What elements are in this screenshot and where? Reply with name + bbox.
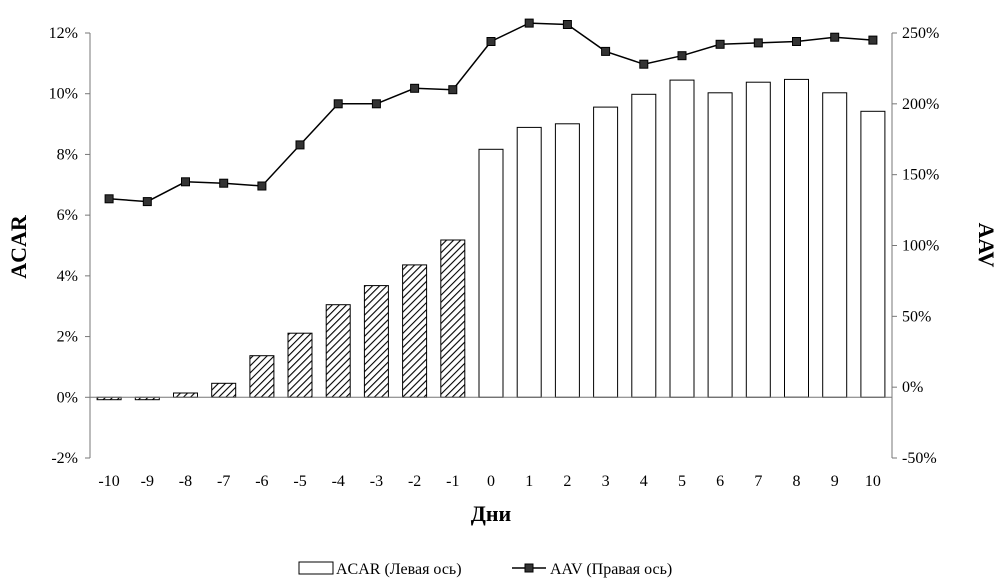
axes — [85, 32, 897, 459]
x-tick-label: -4 — [332, 473, 345, 490]
y-axis-left-title: ACAR — [6, 214, 31, 279]
aav-point — [104, 194, 114, 204]
x-tick-label: 4 — [640, 473, 648, 490]
aav-point — [181, 177, 190, 187]
acar-bar — [249, 355, 275, 398]
y-left-tick-label: 6% — [57, 207, 78, 224]
x-tick-label: 9 — [831, 473, 839, 490]
y-left-tick-label: -2% — [51, 450, 78, 467]
tick-labels: -2% 0% 2% 4% 6% 8% 10% 12% -50% 0% 50% 100% 150% 200%… — [49, 25, 940, 490]
x-tick-label: -1 — [446, 473, 459, 490]
legend-acar-label: ACAR (Левая ось) — [336, 561, 462, 578]
x-tick-label: 7 — [754, 473, 762, 490]
x-tick-label: 8 — [793, 473, 801, 490]
x-tick-label: -3 — [370, 473, 383, 490]
aav-point — [601, 46, 611, 56]
acar-bar — [363, 285, 389, 398]
y-left-tick-label: 10% — [49, 86, 78, 103]
aav-point — [410, 83, 420, 93]
acar-bar — [554, 123, 580, 398]
x-tick-label: -10 — [98, 473, 119, 490]
acar-bar — [478, 148, 504, 398]
acar-bar — [402, 264, 428, 398]
legend-aav-marker — [524, 563, 534, 573]
legend-aav-label: AAV (Правая ось) — [550, 561, 672, 578]
aav-point — [257, 181, 267, 191]
x-axis-title: Дни — [471, 501, 512, 526]
y-right-tick-label: 200% — [902, 96, 939, 113]
x-tick-label: -7 — [217, 473, 230, 490]
acar-bar — [860, 110, 886, 398]
aav-point — [677, 51, 687, 61]
y-left-tick-label: 8% — [57, 146, 78, 163]
x-tick-label: 5 — [678, 473, 686, 490]
acar-bar — [287, 332, 313, 398]
x-tick-label: 6 — [716, 473, 724, 490]
acar-bar — [593, 106, 619, 398]
x-tick-label: 0 — [487, 473, 495, 490]
aav-point — [142, 197, 152, 207]
x-tick-label: -9 — [141, 473, 154, 490]
acar-bars — [96, 78, 886, 401]
aav-point — [562, 20, 572, 29]
aav-point — [753, 38, 763, 48]
aav-point — [792, 37, 801, 46]
x-tick-label: 3 — [602, 473, 610, 490]
aav-point — [333, 99, 343, 109]
aav-point — [868, 35, 878, 45]
aav-point — [448, 85, 458, 95]
y-left-tick-label: 4% — [57, 268, 78, 285]
acar-bar — [173, 392, 198, 398]
x-tick-label: 10 — [865, 473, 881, 490]
legend: ACAR (Левая ось) AAV (Правая ось) — [298, 561, 672, 578]
y-right-tick-label: 250% — [902, 25, 939, 42]
y-right-tick-label: 100% — [902, 238, 939, 255]
aav-point — [486, 37, 496, 46]
y-right-tick-label: 0% — [902, 379, 923, 396]
aav-point — [295, 140, 305, 150]
y-right-tick-label: 150% — [902, 167, 939, 184]
acar-bar — [440, 239, 466, 398]
aav-point — [524, 18, 534, 28]
acar-bar — [631, 93, 657, 398]
y-left-tick-label: 2% — [57, 329, 78, 346]
acar-bar — [211, 382, 237, 398]
acar-bar — [669, 79, 695, 398]
x-tick-label: -2 — [408, 473, 421, 490]
acar-bar — [822, 92, 848, 398]
x-tick-label: -8 — [179, 473, 192, 490]
acar-bar — [325, 304, 351, 398]
acar-bar — [745, 81, 771, 398]
x-tick-label: 1 — [525, 473, 533, 490]
aav-point — [219, 178, 229, 188]
y-right-tick-label: -50% — [902, 450, 937, 467]
y-left-tick-label: 0% — [57, 389, 78, 406]
y-right-tick-label: 50% — [902, 308, 931, 325]
aav-point — [371, 99, 381, 109]
y-axis-right-title: AAV — [974, 223, 999, 268]
acar-bar — [784, 78, 809, 398]
aav-point — [715, 39, 725, 49]
aav-line-series — [104, 18, 878, 207]
x-tick-label: -5 — [293, 473, 306, 490]
x-tick-label: -6 — [255, 473, 268, 490]
y-left-tick-label: 12% — [49, 25, 78, 42]
aav-point — [639, 59, 649, 69]
legend-acar-swatch — [298, 561, 334, 575]
acar-bar — [516, 126, 542, 398]
aav-point — [830, 32, 840, 42]
x-tick-label: 2 — [563, 473, 571, 490]
acar-bar — [707, 92, 733, 398]
